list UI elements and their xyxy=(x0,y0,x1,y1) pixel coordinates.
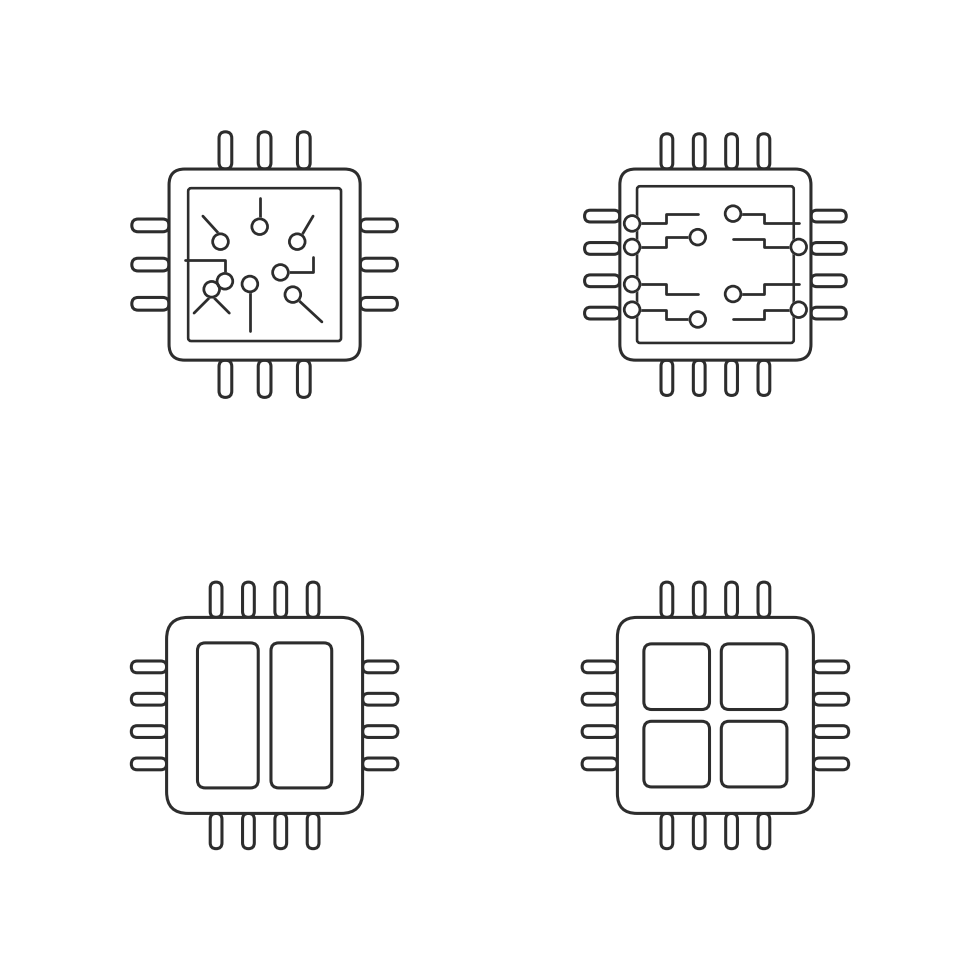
Circle shape xyxy=(725,206,741,221)
FancyBboxPatch shape xyxy=(619,170,810,361)
FancyBboxPatch shape xyxy=(131,694,167,706)
FancyBboxPatch shape xyxy=(661,361,672,396)
Circle shape xyxy=(624,216,640,231)
FancyBboxPatch shape xyxy=(759,133,770,169)
FancyBboxPatch shape xyxy=(131,220,170,232)
FancyBboxPatch shape xyxy=(363,661,398,672)
FancyBboxPatch shape xyxy=(584,308,619,319)
FancyBboxPatch shape xyxy=(582,661,617,672)
Circle shape xyxy=(791,239,807,255)
FancyBboxPatch shape xyxy=(363,725,398,737)
FancyBboxPatch shape xyxy=(211,813,222,849)
Circle shape xyxy=(725,286,741,302)
FancyBboxPatch shape xyxy=(582,725,617,737)
Circle shape xyxy=(624,239,640,255)
FancyBboxPatch shape xyxy=(220,361,232,398)
FancyBboxPatch shape xyxy=(274,582,287,617)
FancyBboxPatch shape xyxy=(131,661,167,672)
FancyBboxPatch shape xyxy=(721,721,787,787)
FancyBboxPatch shape xyxy=(361,220,398,232)
FancyBboxPatch shape xyxy=(243,813,255,849)
Circle shape xyxy=(791,302,807,318)
FancyBboxPatch shape xyxy=(584,243,619,255)
FancyBboxPatch shape xyxy=(308,813,319,849)
FancyBboxPatch shape xyxy=(211,582,222,617)
Circle shape xyxy=(213,234,228,250)
FancyBboxPatch shape xyxy=(243,582,255,617)
FancyBboxPatch shape xyxy=(811,211,847,222)
FancyBboxPatch shape xyxy=(759,361,770,396)
FancyBboxPatch shape xyxy=(694,582,706,617)
Circle shape xyxy=(690,229,706,245)
FancyBboxPatch shape xyxy=(584,274,619,286)
FancyBboxPatch shape xyxy=(725,133,737,169)
FancyBboxPatch shape xyxy=(582,694,617,706)
FancyBboxPatch shape xyxy=(694,813,706,849)
FancyBboxPatch shape xyxy=(270,643,331,788)
FancyBboxPatch shape xyxy=(813,661,849,672)
FancyBboxPatch shape xyxy=(725,582,737,617)
Circle shape xyxy=(690,312,706,327)
Circle shape xyxy=(252,219,268,234)
FancyBboxPatch shape xyxy=(582,759,617,770)
FancyBboxPatch shape xyxy=(811,274,847,286)
FancyBboxPatch shape xyxy=(363,694,398,706)
Circle shape xyxy=(272,265,288,280)
Circle shape xyxy=(624,302,640,318)
FancyBboxPatch shape xyxy=(220,131,232,169)
FancyBboxPatch shape xyxy=(759,813,770,849)
FancyBboxPatch shape xyxy=(661,582,672,617)
FancyBboxPatch shape xyxy=(721,644,787,710)
FancyBboxPatch shape xyxy=(811,243,847,255)
Circle shape xyxy=(218,273,233,289)
FancyBboxPatch shape xyxy=(811,308,847,319)
FancyBboxPatch shape xyxy=(617,617,813,813)
FancyBboxPatch shape xyxy=(167,617,363,813)
FancyBboxPatch shape xyxy=(694,133,706,169)
FancyBboxPatch shape xyxy=(644,644,710,710)
FancyBboxPatch shape xyxy=(813,725,849,737)
FancyBboxPatch shape xyxy=(298,361,310,398)
Circle shape xyxy=(204,281,220,297)
FancyBboxPatch shape xyxy=(694,361,706,396)
Circle shape xyxy=(289,234,305,250)
FancyBboxPatch shape xyxy=(644,721,710,787)
FancyBboxPatch shape xyxy=(661,813,672,849)
FancyBboxPatch shape xyxy=(274,813,287,849)
FancyBboxPatch shape xyxy=(725,361,737,396)
FancyBboxPatch shape xyxy=(725,813,737,849)
Circle shape xyxy=(242,276,258,292)
FancyBboxPatch shape xyxy=(198,643,259,788)
FancyBboxPatch shape xyxy=(131,759,167,770)
FancyBboxPatch shape xyxy=(813,759,849,770)
FancyBboxPatch shape xyxy=(813,694,849,706)
FancyBboxPatch shape xyxy=(661,133,672,169)
FancyBboxPatch shape xyxy=(361,258,398,270)
FancyBboxPatch shape xyxy=(131,725,167,737)
FancyBboxPatch shape xyxy=(361,298,398,310)
FancyBboxPatch shape xyxy=(363,759,398,770)
FancyBboxPatch shape xyxy=(259,131,270,169)
FancyBboxPatch shape xyxy=(170,170,361,361)
FancyBboxPatch shape xyxy=(584,211,619,222)
FancyBboxPatch shape xyxy=(131,258,170,270)
FancyBboxPatch shape xyxy=(131,298,170,310)
FancyBboxPatch shape xyxy=(308,582,319,617)
Circle shape xyxy=(624,276,640,292)
Circle shape xyxy=(285,287,301,303)
FancyBboxPatch shape xyxy=(298,131,310,169)
FancyBboxPatch shape xyxy=(259,361,270,398)
FancyBboxPatch shape xyxy=(759,582,770,617)
